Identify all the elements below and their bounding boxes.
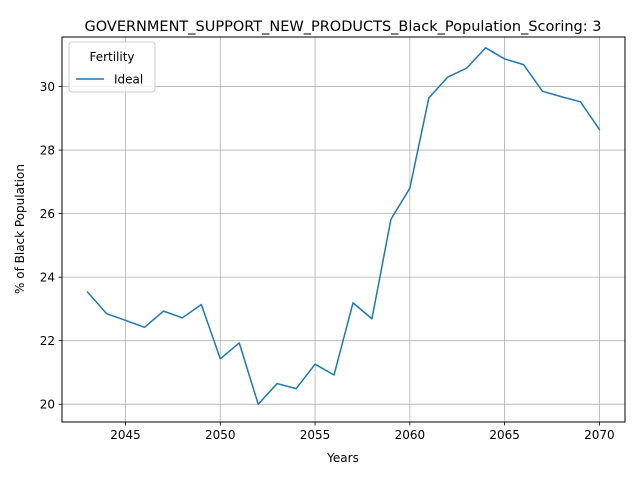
- x-tick-label: 2065: [489, 428, 520, 442]
- y-tick-label: 28: [40, 144, 55, 158]
- series-line-ideal: [86, 47, 601, 405]
- x-tick-label: 2060: [395, 428, 426, 442]
- y-axis-label: % of Black Population: [13, 164, 27, 294]
- legend: Fertility Ideal: [68, 41, 156, 93]
- y-tick-label: 24: [40, 271, 55, 285]
- plot-frame: [61, 36, 626, 423]
- grid: [62, 37, 625, 422]
- y-tick-label: 30: [40, 80, 55, 94]
- x-tick-label: 2055: [300, 428, 331, 442]
- y-tick-label: 22: [40, 334, 55, 348]
- x-tick-label: 2050: [205, 428, 236, 442]
- x-tick-label: 2070: [584, 428, 615, 442]
- legend-label-ideal: Ideal: [114, 73, 143, 87]
- x-axis-label: Years: [326, 451, 359, 465]
- x-tick-label: 2045: [110, 428, 141, 442]
- y-tick-label: 20: [40, 398, 55, 412]
- chart-title: GOVERNMENT_SUPPORT_NEW_PRODUCTS_Black_Po…: [85, 19, 602, 35]
- legend-title: Fertility: [89, 50, 134, 64]
- axis-ticks: 2045 2050 2055 2060 2065 2070 20 22 24 26 28 30: [40, 80, 615, 442]
- y-tick-label: 26: [40, 207, 55, 221]
- series-layer: [86, 47, 601, 405]
